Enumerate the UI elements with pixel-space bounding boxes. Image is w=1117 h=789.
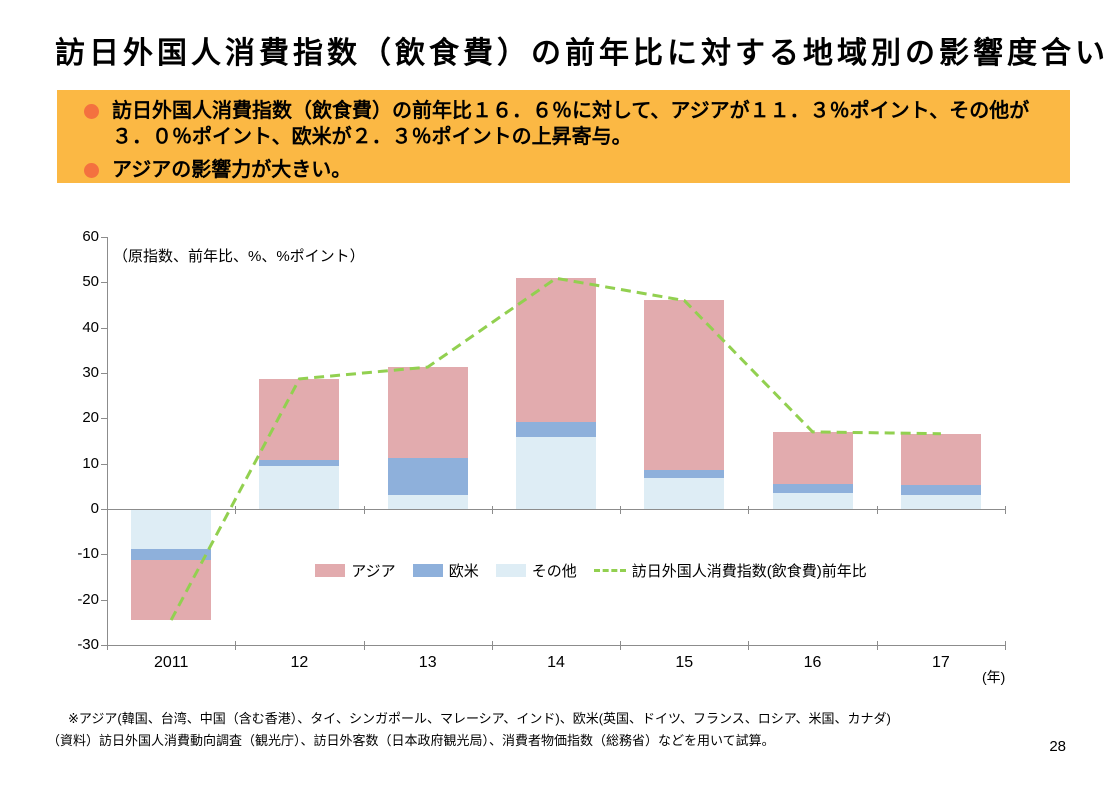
y-axis-label: -10 [77, 545, 99, 563]
y-axis-label: -20 [77, 590, 99, 608]
chart-legend: アジア 欧米 その他 訪日外国人消費指数(飲食費)前年比 [107, 560, 1005, 581]
bar-segment-other [772, 493, 853, 509]
axis-unit-note: （原指数、前年比、%、%ポイント） [113, 248, 365, 265]
legend-item-other: その他 [495, 560, 577, 581]
page-number: 28 [1049, 738, 1066, 755]
legend-item-yoy-line: 訪日外国人消費指数(飲食費)前年比 [593, 560, 867, 581]
summary-bullet-row: アジアの影響力が大きい。 [71, 157, 1056, 183]
trend-line [169, 276, 941, 621]
zero-line-tick [620, 506, 622, 514]
legend-item-asia: アジア [315, 560, 396, 581]
y-axis-line [107, 237, 108, 645]
bar-segment-other [387, 495, 468, 509]
x-axis-label: 17 [931, 654, 950, 671]
summary-bullet-text: 訪日外国人消費指数（飲食費）の前年比１６．６％に対して、アジアが１１．３％ポイン… [112, 100, 1030, 148]
bar-segment-western [516, 421, 596, 438]
bar-segment-asia [900, 433, 981, 485]
bar-segment-western [900, 484, 981, 496]
zero-line-tick [107, 506, 108, 514]
x-axis-line [107, 645, 1005, 646]
bar-segment-western [772, 484, 853, 494]
footnotes: ※アジア(韓国、台湾、中国（含む香港）、タイ、シンガポール、マレーシア、インド)… [0, 708, 1117, 749]
y-axis-tick [101, 282, 108, 284]
summary-bullet-text: アジアの影響力が大きい。 [112, 159, 352, 181]
x-axis-unit: (年) [982, 669, 1006, 685]
legend-item-western: 欧米 [412, 560, 479, 581]
footnote-source: （資料）訪日外国人消費動向調査（観光庁）、訪日外客数（日本政府観光局）、消費者物… [47, 733, 775, 748]
y-axis-tick [101, 327, 108, 329]
y-axis-label: -30 [77, 636, 99, 653]
x-axis-tick [235, 641, 237, 650]
bar-segment-asia [516, 278, 596, 422]
bar-segment-other [644, 478, 725, 509]
bar-segment-asia [772, 431, 853, 485]
bar-segment-other [259, 465, 340, 509]
legend-label: その他 [531, 563, 577, 580]
x-axis-label: 2011 [153, 654, 189, 671]
y-axis-label: 20 [82, 409, 99, 427]
y-axis-label: 10 [82, 454, 99, 472]
y-axis-tick [101, 509, 108, 510]
summary-box: 訪日外国人消費指数（飲食費）の前年比１６．６％に対して、アジアが１１．３％ポイン… [57, 90, 1070, 183]
x-axis-tick [876, 641, 878, 650]
zero-line-tick [876, 506, 878, 514]
zero-line [107, 509, 1005, 510]
y-axis-tick [101, 554, 108, 556]
bar-segment-other [516, 437, 596, 509]
legend-swatch-icon [412, 564, 443, 577]
y-axis-label: 50 [82, 273, 99, 291]
x-axis-label: 15 [675, 654, 694, 671]
zero-line-tick [748, 506, 750, 514]
legend-label: 欧米 [448, 563, 479, 580]
x-axis-tick [363, 641, 365, 650]
y-axis-tick [101, 599, 108, 601]
legend-dash-line-icon [593, 569, 626, 572]
x-axis-tick [1005, 641, 1006, 650]
summary-bullet-row: 訪日外国人消費指数（飲食費）の前年比１６．６％に対して、アジアが１１．３％ポイン… [71, 98, 1056, 150]
x-axis-tick [748, 641, 750, 650]
footnote-region-definition: ※アジア(韓国、台湾、中国（含む香港）、タイ、シンガポール、マレーシア、インド)… [68, 711, 891, 726]
x-axis-tick [107, 641, 108, 650]
bar-segment-western [131, 549, 212, 561]
y-axis-tick [101, 373, 108, 374]
legend-swatch-icon [315, 564, 346, 577]
bar-segment-other [131, 509, 212, 550]
legend-label: 訪日外国人消費指数(飲食費)前年比 [631, 563, 867, 580]
bar-segment-western [644, 470, 725, 479]
zero-line-tick [363, 506, 365, 514]
slide-title: 訪日外国人消費指数（飲食費）の前年比に対する地域別の影響度合い [55, 37, 1109, 70]
legend-label: アジア [351, 563, 396, 580]
x-axis-label: 14 [547, 654, 565, 671]
x-axis-tick [620, 641, 622, 650]
x-axis-tick [491, 641, 493, 650]
bar-segment-western [387, 457, 468, 496]
bar-segment-other [900, 495, 981, 509]
zero-line-tick [491, 506, 493, 514]
zero-line-tick [1005, 506, 1006, 514]
y-axis-label: 0 [90, 500, 99, 517]
bar-segment-asia [387, 367, 468, 458]
y-axis-tick [101, 237, 108, 238]
y-axis-tick [101, 418, 108, 420]
y-axis-label: 60 [82, 228, 99, 245]
zero-line-tick [235, 506, 237, 514]
y-axis-tick [101, 463, 108, 465]
bullet-icon [84, 104, 99, 119]
bullet-icon [84, 163, 99, 178]
bar-segment-western [259, 460, 340, 466]
x-axis-label: 16 [803, 654, 822, 671]
y-axis-tick [101, 645, 108, 646]
legend-swatch-icon [495, 564, 526, 577]
x-axis-label: 13 [418, 654, 437, 671]
x-axis-label: 12 [290, 654, 309, 671]
bar-segment-asia [259, 378, 340, 461]
y-axis-label: 30 [82, 364, 99, 381]
y-axis-label: 40 [82, 318, 99, 336]
